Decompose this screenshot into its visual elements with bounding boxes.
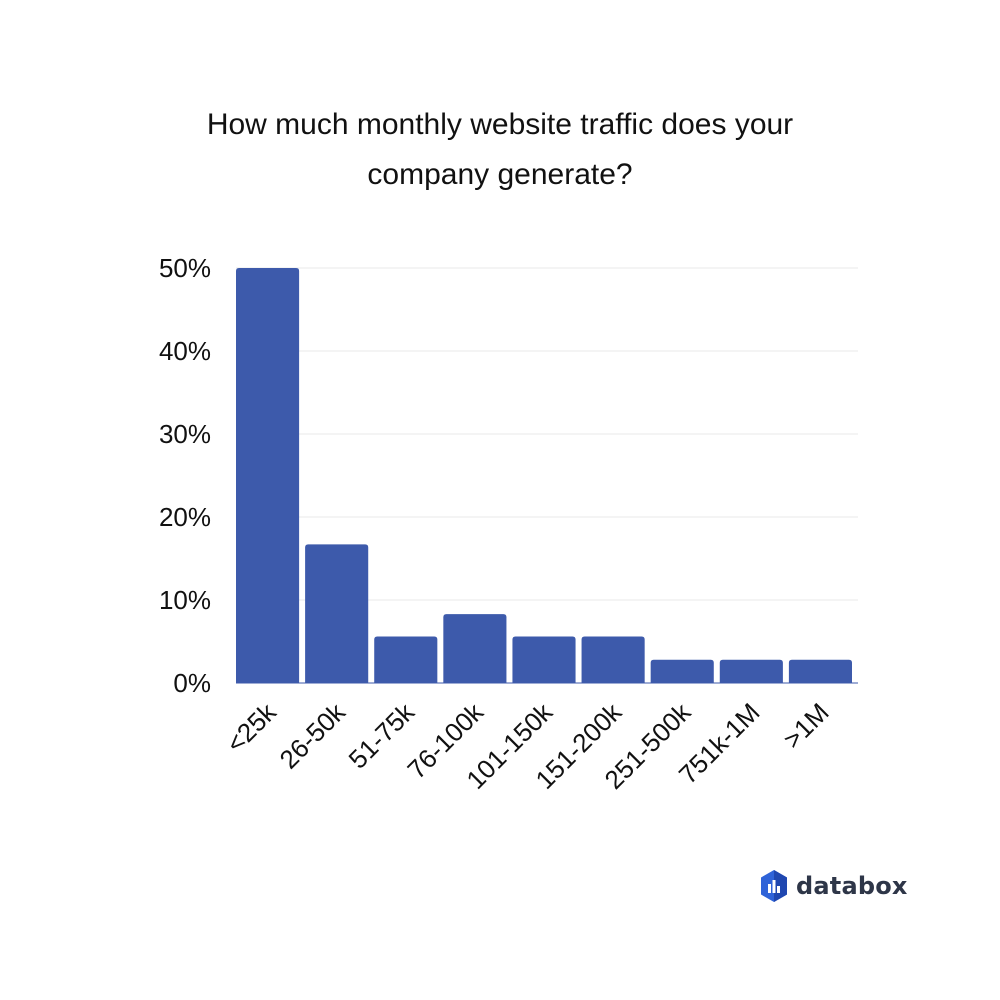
y-tick-label: 50% bbox=[159, 253, 211, 283]
databox-logo-text: databox bbox=[796, 872, 908, 900]
bar bbox=[305, 544, 369, 683]
x-tick-label: >1M bbox=[777, 697, 834, 754]
bar bbox=[512, 636, 576, 683]
bar bbox=[443, 614, 507, 683]
bar bbox=[236, 268, 300, 683]
x-tick-label: <25k bbox=[220, 696, 282, 758]
y-tick-label: 40% bbox=[159, 336, 211, 366]
bar bbox=[719, 659, 783, 683]
chart-title: How much monthly website traffic does yo… bbox=[100, 100, 900, 200]
bar bbox=[374, 636, 438, 683]
databox-logo: databox bbox=[760, 866, 908, 906]
x-tick-label: 26-50k bbox=[273, 696, 351, 774]
databox-logo-icon bbox=[761, 870, 787, 902]
bar bbox=[581, 636, 645, 683]
chart-title-line-2: company generate? bbox=[367, 158, 633, 191]
y-tick-label: 0% bbox=[173, 668, 211, 698]
bar bbox=[788, 659, 852, 683]
y-tick-label: 30% bbox=[159, 419, 211, 449]
chart-title-line-1: How much monthly website traffic does yo… bbox=[206, 108, 794, 141]
bar bbox=[650, 659, 714, 683]
y-tick-label: 20% bbox=[159, 502, 211, 532]
y-tick-label: 10% bbox=[159, 585, 211, 615]
